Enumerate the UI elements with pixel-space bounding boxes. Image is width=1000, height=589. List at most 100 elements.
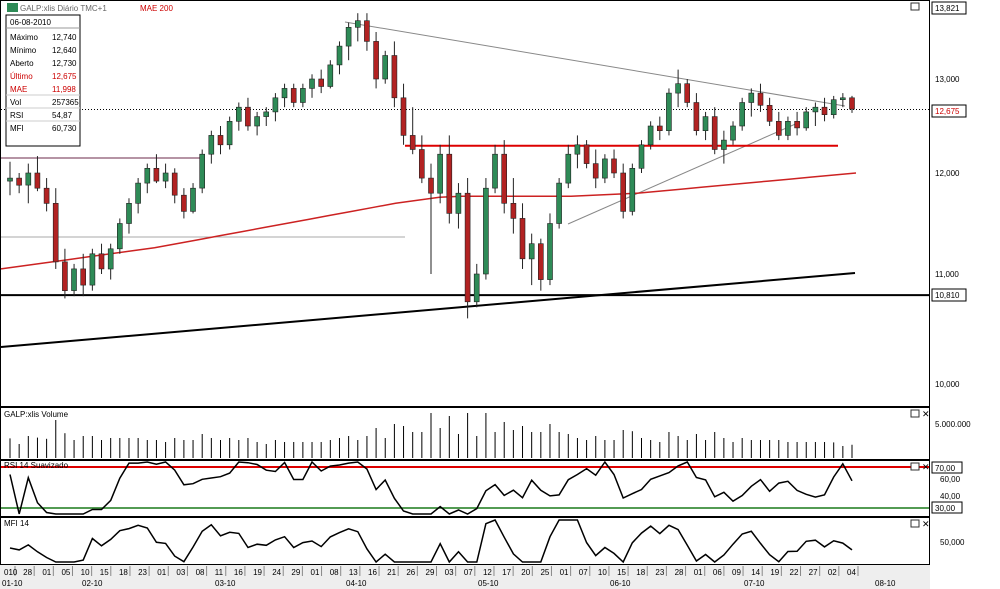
volume-panel-controls[interactable]: ✕ xyxy=(910,409,930,419)
candle xyxy=(629,163,636,216)
candle xyxy=(537,238,544,291)
candle xyxy=(226,116,233,150)
price-axis-label-last: 12,675 xyxy=(935,107,960,116)
candle-body xyxy=(153,168,160,182)
candle-body xyxy=(400,97,407,136)
candle xyxy=(812,102,819,126)
rsi-maximize-icon[interactable] xyxy=(910,462,920,471)
candle-body xyxy=(556,182,562,224)
mfi-line xyxy=(9,519,853,564)
rsi-axis-30: 30,00 xyxy=(935,504,956,513)
candle-body xyxy=(528,243,535,260)
candle-body xyxy=(702,116,709,131)
info-row-value: 12,675 xyxy=(52,72,77,81)
candle xyxy=(107,243,114,280)
rsi-close-icon[interactable]: ✕ xyxy=(922,462,930,472)
candle xyxy=(181,188,187,219)
candle-body xyxy=(199,153,205,189)
candle xyxy=(391,41,398,108)
rsi-axis-40: 40,00 xyxy=(940,492,961,501)
mfi-panel-frame xyxy=(0,517,930,565)
candle-body xyxy=(236,106,242,122)
candle xyxy=(71,263,77,297)
candle-body xyxy=(611,158,617,174)
candle xyxy=(418,135,425,184)
candle-body xyxy=(25,172,32,186)
candle xyxy=(236,102,242,131)
candle xyxy=(89,248,96,291)
x-axis-day-label: 05 xyxy=(61,568,70,577)
candle-body xyxy=(126,203,132,224)
candle-body xyxy=(739,102,746,127)
candle xyxy=(794,111,800,136)
candle xyxy=(455,183,462,229)
candle-body xyxy=(16,177,22,186)
rsi-panel-controls[interactable]: ✕ xyxy=(910,462,930,472)
long-trendline xyxy=(0,272,856,348)
candle-body xyxy=(757,92,764,106)
candle xyxy=(519,203,526,269)
info-date: 06-08-2010 xyxy=(10,18,51,27)
x-axis-month-label: 06-10 xyxy=(610,579,631,588)
price-panel-controls[interactable] xyxy=(910,2,920,11)
candle xyxy=(592,149,599,189)
mae-indicator-label: MAE 200 xyxy=(140,4,173,13)
volume-maximize-icon[interactable] xyxy=(910,409,920,418)
candle-body xyxy=(52,203,59,263)
candle xyxy=(327,60,334,89)
candle-body xyxy=(254,116,260,127)
x-axis-day-label: 08 xyxy=(196,568,205,577)
info-row-label: Mínimo xyxy=(10,46,37,55)
candle xyxy=(803,107,810,131)
candle-body xyxy=(437,153,443,194)
volume-panel-title: GALP:xlis Volume xyxy=(4,410,69,419)
mfi-panel-title: MFI 14 xyxy=(4,519,29,528)
candle-body xyxy=(684,83,691,103)
candle-body xyxy=(592,163,599,179)
candle-body xyxy=(519,218,526,260)
info-row-value: 12,730 xyxy=(52,59,77,68)
x-axis-day-label: 10 xyxy=(598,568,607,577)
candle xyxy=(153,154,160,184)
candle xyxy=(80,253,86,297)
candle-body xyxy=(428,177,434,194)
candle-body xyxy=(849,97,855,110)
x-axis-day-label: 28 xyxy=(675,568,684,577)
candle-body xyxy=(446,153,453,214)
rsi-panel-frame xyxy=(0,460,930,517)
x-axis-day-label: 12 xyxy=(483,568,492,577)
candle xyxy=(281,83,288,108)
candle-body xyxy=(455,192,462,214)
mfi-close-icon[interactable]: ✕ xyxy=(922,519,930,529)
candle-body xyxy=(89,253,96,286)
candle xyxy=(739,97,746,131)
candle-body xyxy=(574,144,581,155)
chart-header: GALP:xlis Diário TMC+1 MAE 200 xyxy=(7,3,173,13)
candle xyxy=(647,121,654,150)
candle xyxy=(702,111,709,141)
volume-close-icon[interactable]: ✕ xyxy=(922,409,930,419)
mfi-panel-controls[interactable]: ✕ xyxy=(910,519,930,529)
info-row-value: 12,740 xyxy=(52,33,77,42)
info-row-label: Máximo xyxy=(10,33,39,42)
x-axis-day-label: 11 xyxy=(215,568,224,577)
x-axis-day-label: 01 xyxy=(694,568,703,577)
x-axis-month-label: 03-10 xyxy=(215,579,236,588)
candle-body xyxy=(501,153,508,204)
candle-body xyxy=(418,149,425,179)
price-axis-label-13: 13,000 xyxy=(935,75,960,84)
candle-body xyxy=(263,111,270,117)
candle-body xyxy=(711,116,718,150)
candle xyxy=(620,163,627,219)
candle-body xyxy=(794,121,800,129)
candle xyxy=(382,50,389,84)
candle xyxy=(711,107,718,155)
candle xyxy=(483,178,489,280)
candle xyxy=(766,97,773,126)
candle-body xyxy=(656,125,663,131)
info-row-label: Aberto xyxy=(10,59,34,68)
price-maximize-icon[interactable] xyxy=(910,2,920,11)
rsi-line xyxy=(9,460,853,515)
candle xyxy=(730,121,736,145)
mfi-maximize-icon[interactable] xyxy=(910,519,920,528)
